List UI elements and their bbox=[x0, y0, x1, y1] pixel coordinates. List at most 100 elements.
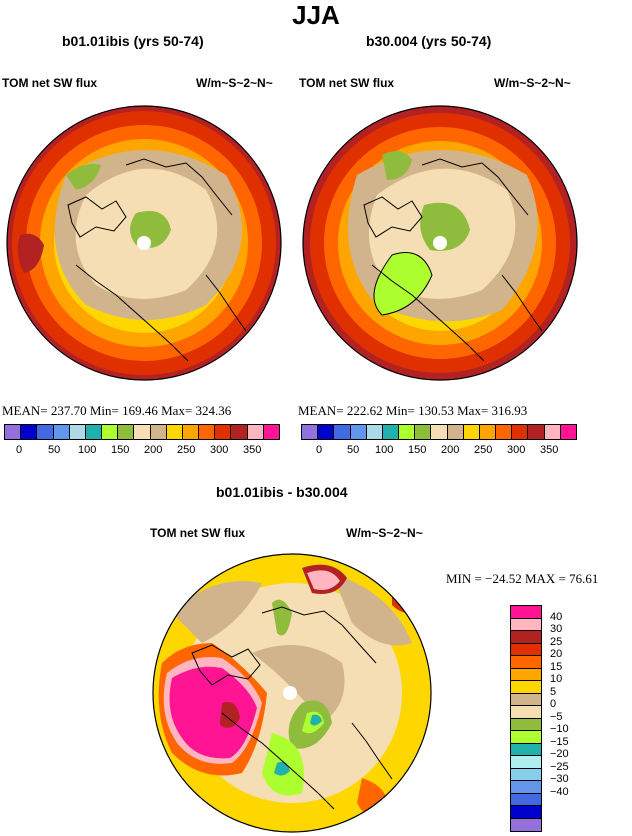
colorbar-swatch bbox=[182, 425, 200, 439]
colorbar-swatch bbox=[560, 425, 576, 439]
panel2-variable-label: TOM net SW flux bbox=[299, 76, 395, 90]
diff-colorbar-tick: 30 bbox=[550, 623, 563, 635]
panel2-colorbar-tick: 0 bbox=[316, 444, 323, 456]
panel2-colorbar-tick: 50 bbox=[347, 444, 360, 456]
panel2-colorbar-tick: 300 bbox=[507, 444, 526, 456]
colorbar-swatch bbox=[511, 743, 541, 756]
colorbar-swatch bbox=[511, 731, 541, 744]
colorbar-swatch bbox=[302, 425, 319, 439]
colorbar-swatch bbox=[53, 425, 70, 439]
diff-colorbar-tick: −40 bbox=[550, 785, 569, 798]
colorbar-swatch bbox=[102, 425, 119, 439]
panel2-colorbar-tick: 350 bbox=[540, 444, 559, 456]
colorbar-swatch bbox=[118, 425, 135, 439]
colorbar-swatch bbox=[512, 425, 529, 439]
colorbar-swatch bbox=[366, 425, 383, 439]
diff-colorbar-tick: −25 bbox=[550, 760, 569, 773]
panel1-colorbar bbox=[4, 424, 280, 440]
diff-colorbar-tick: −30 bbox=[550, 773, 569, 785]
colorbar-swatch bbox=[479, 425, 497, 439]
colorbar-swatch bbox=[511, 668, 541, 681]
diff-colorbar-tick: 25 bbox=[550, 635, 563, 648]
diff-variable-label: TOM net SW flux bbox=[150, 526, 246, 540]
panel1-colorbar-tick: 200 bbox=[144, 444, 163, 456]
panel2-colorbar-tick: 150 bbox=[408, 444, 427, 456]
colorbar-swatch bbox=[528, 425, 545, 439]
colorbar-swatch bbox=[5, 425, 22, 439]
panel1-heading: b01.01ibis (yrs 50-74) bbox=[62, 33, 204, 49]
colorbar-swatch bbox=[350, 425, 367, 439]
diff-units-label: W/m~S~2~N~ bbox=[346, 526, 423, 540]
colorbar-swatch bbox=[511, 756, 541, 769]
panel2-units-label: W/m~S~2~N~ bbox=[494, 76, 571, 90]
colorbar-swatch bbox=[382, 425, 400, 439]
diff-polar-map bbox=[152, 553, 432, 833]
panel2-colorbar-tick: 100 bbox=[375, 444, 394, 456]
colorbar-swatch bbox=[496, 425, 513, 439]
diff-colorbar-tick: −20 bbox=[550, 748, 569, 760]
diff-colorbar-tick: 20 bbox=[550, 648, 563, 660]
panel1-colorbar-tick: 350 bbox=[243, 444, 262, 456]
colorbar-swatch bbox=[37, 425, 54, 439]
diff-colorbar-tick: 40 bbox=[550, 610, 563, 623]
colorbar-swatch bbox=[215, 425, 232, 439]
panel1-variable-label: TOM net SW flux bbox=[2, 76, 98, 90]
colorbar-swatch bbox=[511, 681, 541, 694]
colorbar-swatch bbox=[511, 781, 541, 794]
panel1-polar-map bbox=[6, 105, 282, 381]
panel2-heading: b30.004 (yrs 50-74) bbox=[366, 33, 492, 49]
panel2-polar-map bbox=[302, 105, 578, 381]
colorbar-swatch bbox=[511, 606, 541, 619]
colorbar-swatch bbox=[511, 618, 541, 631]
colorbar-swatch bbox=[69, 425, 86, 439]
panel1-units-label: W/m~S~2~N~ bbox=[196, 76, 273, 90]
panel2-stats: MEAN= 222.62 Min= 130.53 Max= 316.93 bbox=[298, 403, 528, 418]
colorbar-swatch bbox=[21, 425, 38, 439]
panel1-colorbar-tick: 300 bbox=[210, 444, 229, 456]
colorbar-swatch bbox=[231, 425, 248, 439]
diff-stats: MIN = −24.52 MAX = 76.61 bbox=[446, 571, 599, 586]
colorbar-swatch bbox=[511, 818, 541, 831]
panel2-colorbar-tick: 200 bbox=[441, 444, 460, 456]
diff-colorbar-tick: 5 bbox=[550, 685, 557, 698]
colorbar-swatch bbox=[166, 425, 183, 439]
colorbar-swatch bbox=[334, 425, 351, 439]
panel1-colorbar-tick: 250 bbox=[177, 444, 196, 456]
panel1-colorbar-tick: 150 bbox=[111, 444, 130, 456]
colorbar-swatch bbox=[511, 631, 541, 644]
diff-colorbar-tick: −10 bbox=[550, 723, 569, 735]
diff-colorbar-tick: 10 bbox=[550, 673, 563, 685]
colorbar-swatch bbox=[247, 425, 264, 439]
panel1-colorbar-tick: 50 bbox=[48, 444, 61, 456]
colorbar-swatch bbox=[511, 656, 541, 669]
diff-colorbar-tick: −15 bbox=[550, 735, 569, 748]
panel1-stats: MEAN= 237.70 Min= 169.46 Max= 324.36 bbox=[2, 403, 232, 418]
colorbar-swatch bbox=[511, 768, 541, 781]
colorbar-swatch bbox=[544, 425, 561, 439]
colorbar-swatch bbox=[399, 425, 416, 439]
panel1-colorbar-tick: 0 bbox=[16, 444, 23, 456]
colorbar-swatch bbox=[318, 425, 335, 439]
colorbar-swatch bbox=[150, 425, 167, 439]
colorbar-swatch bbox=[415, 425, 432, 439]
colorbar-swatch bbox=[463, 425, 480, 439]
panel2-colorbar-tick: 250 bbox=[474, 444, 493, 456]
panel1-colorbar-tick: 100 bbox=[78, 444, 97, 456]
colorbar-swatch bbox=[134, 425, 151, 439]
colorbar-swatch bbox=[431, 425, 448, 439]
figure-title: JJA bbox=[292, 0, 340, 30]
colorbar-swatch bbox=[511, 706, 541, 719]
panel2-colorbar bbox=[301, 424, 577, 440]
diff-colorbar-tick: 15 bbox=[550, 660, 563, 673]
colorbar-swatch bbox=[511, 718, 541, 731]
colorbar-swatch bbox=[511, 643, 541, 656]
diff-colorbar-tick: 0 bbox=[550, 698, 557, 710]
diff-colorbar-tick: −5 bbox=[550, 710, 563, 723]
colorbar-swatch bbox=[511, 693, 541, 706]
colorbar-swatch bbox=[85, 425, 103, 439]
colorbar-swatch bbox=[263, 425, 279, 439]
colorbar-swatch bbox=[511, 793, 541, 806]
diff-heading: b01.01ibis - b30.004 bbox=[216, 484, 348, 500]
colorbar-swatch bbox=[447, 425, 464, 439]
colorbar-swatch bbox=[199, 425, 216, 439]
